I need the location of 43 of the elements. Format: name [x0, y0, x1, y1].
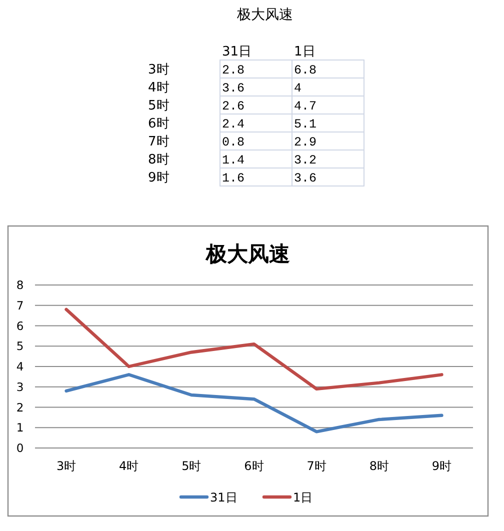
chart-title: 极大风速 [206, 242, 290, 266]
cell-label: 3.2 [294, 154, 317, 168]
row-label: 8时 [148, 152, 170, 168]
cell-label: 5.1 [294, 118, 317, 132]
cell-label: 3.6 [222, 82, 245, 96]
row-label: 9时 [148, 170, 170, 186]
y-tick-label: 5 [16, 339, 24, 354]
x-tick-label: 6时 [244, 459, 264, 473]
x-tick-label: 8时 [369, 459, 389, 473]
y-tick-label: 6 [16, 318, 24, 333]
y-tick-label: 8 [16, 278, 24, 292]
x-tick-label: 5时 [182, 459, 202, 473]
legend-label: 31日 [210, 490, 238, 504]
cell-label: 1.6 [222, 172, 245, 186]
row-label: 6时 [148, 116, 170, 132]
table-heading: 极大风速 [237, 7, 293, 23]
cell-label: 0.8 [222, 136, 245, 150]
row-label: 7时 [148, 134, 170, 150]
x-tick-label: 9时 [432, 459, 452, 473]
cell-label: 2.8 [222, 64, 245, 78]
cell-label: 3.6 [294, 172, 317, 186]
y-tick-label: 3 [16, 380, 24, 394]
column-label: 31日 [222, 44, 252, 60]
cell-label: 1.4 [222, 154, 245, 168]
x-tick-label: 7时 [306, 459, 326, 473]
x-tick-label: 3时 [56, 459, 76, 473]
row-label: 5时 [148, 98, 170, 114]
y-tick-label: 0 [16, 441, 24, 455]
y-tick-label: 4 [16, 360, 24, 374]
row-label: 3时 [148, 62, 170, 78]
y-tick-label: 7 [16, 298, 24, 312]
y-tick-label: 2 [16, 400, 24, 414]
column-label: 1日 [294, 44, 316, 60]
y-tick-label: 1 [16, 420, 24, 435]
cell-label: 2.4 [222, 118, 245, 132]
cell-label: 4 [294, 82, 302, 96]
cell-label: 2.9 [294, 136, 317, 150]
x-tick-label: 4时 [119, 459, 139, 473]
cell-label: 6.8 [294, 64, 317, 78]
legend-label: 1日 [293, 490, 313, 504]
cell-label: 4.7 [294, 100, 317, 114]
cell-label: 2.6 [222, 100, 245, 114]
row-label: 4时 [148, 80, 170, 96]
